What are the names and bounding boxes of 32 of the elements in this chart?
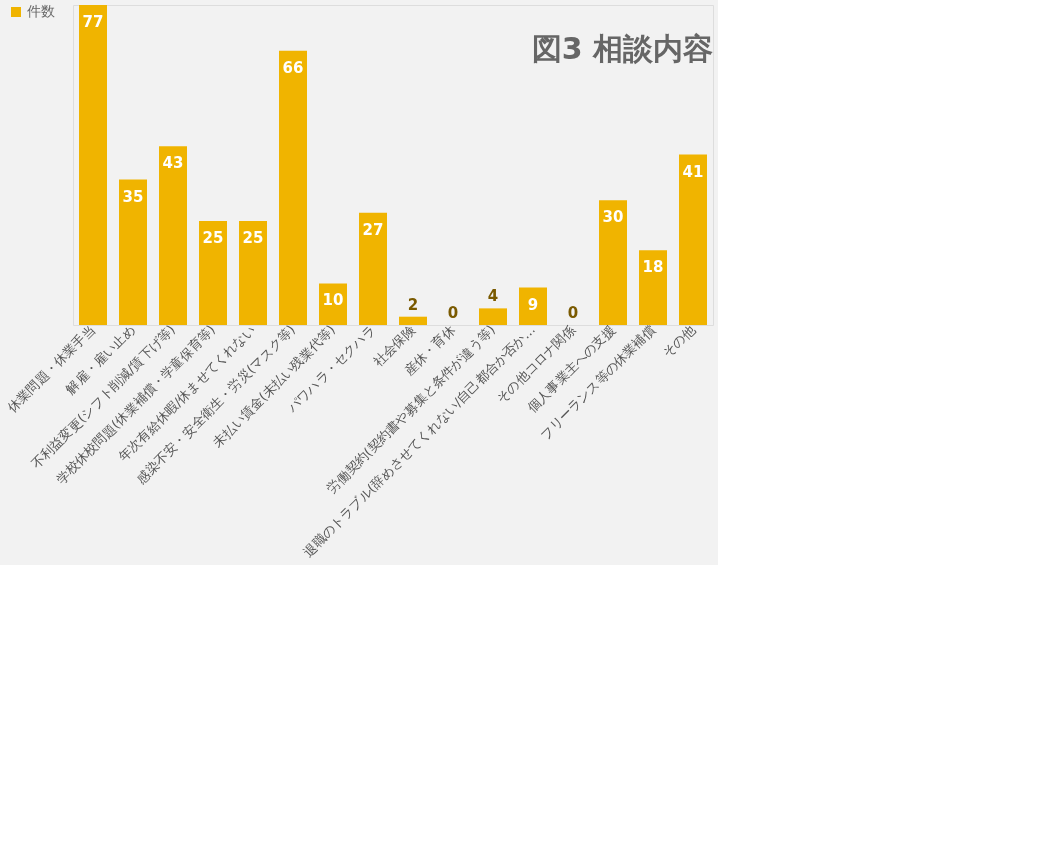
data-label: 10: [322, 291, 344, 310]
bar: [679, 154, 707, 325]
data-label: 2: [407, 295, 419, 314]
bar: [119, 179, 147, 325]
data-label: 9: [527, 295, 539, 314]
data-label: 4: [487, 287, 499, 306]
data-label: 0: [567, 304, 579, 322]
bar: [479, 308, 507, 325]
legend-label: 件数: [27, 3, 55, 19]
data-label: 27: [362, 220, 384, 239]
bar: [199, 221, 227, 325]
data-label: 25: [242, 229, 264, 248]
data-label: 30: [602, 208, 624, 227]
data-label: 41: [682, 162, 704, 181]
bar: [239, 221, 267, 325]
data-label: 18: [642, 258, 664, 277]
bar: [399, 316, 427, 325]
data-label: 25: [202, 229, 224, 248]
bar: [639, 250, 667, 325]
x-tick-label: その他: [659, 321, 698, 361]
bar: [279, 50, 307, 325]
text: 図3 相談内容: [531, 31, 713, 66]
bar: [599, 200, 627, 325]
bar: [519, 287, 547, 325]
bar: [159, 146, 187, 325]
data-label: 43: [162, 154, 184, 173]
data-label: 35: [122, 187, 144, 206]
data-label: 0: [447, 304, 459, 322]
bar: [359, 212, 387, 325]
data-label: 66: [282, 58, 304, 77]
bar: [79, 5, 107, 325]
data-label: 77: [82, 13, 104, 31]
